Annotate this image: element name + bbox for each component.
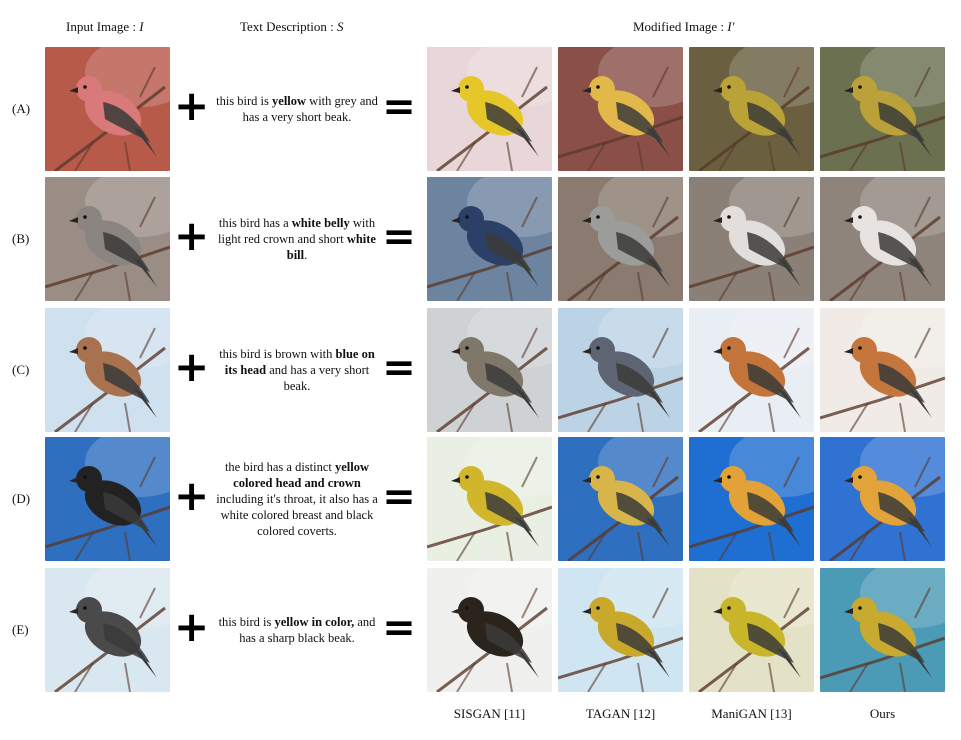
output-bird-photo-ours-b [820, 177, 945, 301]
input-bird-photo-e [45, 568, 170, 692]
row-label-c: (C) [12, 362, 38, 378]
header-modified-prefix: Modified Image : [633, 19, 727, 34]
equals-symbol-a: = [381, 87, 417, 127]
row-label-b: (B) [12, 231, 38, 247]
output-bird-photo-tagan-e [558, 568, 683, 692]
output-bird-photo-sisgan-c [427, 308, 552, 432]
text-description-c: this bird is brown with blue on its head… [212, 346, 382, 394]
header-modified-symbol: I′ [727, 19, 734, 34]
output-image-tagan-b [558, 177, 683, 301]
output-image-sisgan-c [427, 308, 552, 432]
output-image-ours-a [820, 47, 945, 171]
output-bird-photo-manigan-c [689, 308, 814, 432]
output-image-sisgan-d [427, 437, 552, 561]
desc-text: this bird is [219, 615, 275, 629]
output-image-tagan-a [558, 47, 683, 171]
text-description-d: the bird has a distinct yellow colored h… [212, 459, 382, 539]
output-image-ours-e [820, 568, 945, 692]
desc-emphasis: yellow [272, 94, 306, 108]
desc-text: this bird is [216, 94, 272, 108]
desc-emphasis: yellow in color, [274, 615, 354, 629]
input-image-a [45, 47, 170, 171]
text-description-b: this bird has a white belly with light r… [212, 215, 382, 263]
output-image-manigan-d [689, 437, 814, 561]
plus-symbol-a: + [174, 85, 208, 127]
method-label-tagan: TAGAN [12] [558, 706, 683, 722]
method-label-manigan: ManiGAN [13] [689, 706, 814, 722]
input-bird-photo-c [45, 308, 170, 432]
input-bird-photo-d [45, 437, 170, 561]
output-image-manigan-e [689, 568, 814, 692]
equals-symbol-e: = [381, 608, 417, 648]
output-image-ours-b [820, 177, 945, 301]
text-description-a: this bird is yellow with grey and has a … [212, 93, 382, 125]
text-description-e: this bird is yellow in color, and has a … [212, 614, 382, 646]
output-bird-photo-sisgan-a [427, 47, 552, 171]
output-bird-photo-tagan-a [558, 47, 683, 171]
output-bird-photo-tagan-b [558, 177, 683, 301]
output-image-tagan-c [558, 308, 683, 432]
desc-text: . [304, 248, 307, 262]
output-image-sisgan-e [427, 568, 552, 692]
plus-symbol-d: + [174, 475, 208, 517]
plus-symbol-e: + [174, 606, 208, 648]
header-text-description: Text Description : S [240, 19, 343, 35]
header-input-image: Input Image : I [66, 19, 144, 35]
output-image-tagan-d [558, 437, 683, 561]
output-image-ours-d [820, 437, 945, 561]
header-input-prefix: Input Image : [66, 19, 139, 34]
plus-symbol-b: + [174, 215, 208, 257]
output-bird-photo-ours-c [820, 308, 945, 432]
output-bird-photo-tagan-d [558, 437, 683, 561]
header-input-symbol: I [139, 19, 143, 34]
output-bird-photo-manigan-d [689, 437, 814, 561]
header-modified-image: Modified Image : I′ [633, 19, 734, 35]
input-image-e [45, 568, 170, 692]
output-image-manigan-b [689, 177, 814, 301]
row-label-a: (A) [12, 101, 38, 117]
plus-symbol-c: + [174, 346, 208, 388]
equals-symbol-b: = [381, 217, 417, 257]
desc-emphasis: white belly [292, 216, 350, 230]
output-bird-photo-manigan-b [689, 177, 814, 301]
output-bird-photo-manigan-e [689, 568, 814, 692]
output-image-ours-c [820, 308, 945, 432]
output-bird-photo-ours-a [820, 47, 945, 171]
output-image-tagan-e [558, 568, 683, 692]
desc-text: the bird has a distinct [225, 460, 335, 474]
desc-text: including it's throat, it also has a whi… [216, 492, 378, 538]
input-bird-photo-a [45, 47, 170, 171]
row-label-d: (D) [12, 491, 38, 507]
input-bird-photo-b [45, 177, 170, 301]
method-label-sisgan: SISGAN [11] [427, 706, 552, 722]
output-image-manigan-c [689, 308, 814, 432]
equals-symbol-d: = [381, 477, 417, 517]
desc-text: this bird has a [219, 216, 292, 230]
method-label-ours: Ours [820, 706, 945, 722]
output-bird-photo-ours-d [820, 437, 945, 561]
output-bird-photo-sisgan-e [427, 568, 552, 692]
output-image-sisgan-b [427, 177, 552, 301]
desc-text: this bird is brown with [219, 347, 335, 361]
row-label-e: (E) [12, 622, 38, 638]
output-bird-photo-tagan-c [558, 308, 683, 432]
header-text-prefix: Text Description : [240, 19, 337, 34]
desc-text: and has a very short beak. [266, 363, 369, 393]
output-image-sisgan-a [427, 47, 552, 171]
input-image-b [45, 177, 170, 301]
input-image-c [45, 308, 170, 432]
output-bird-photo-manigan-a [689, 47, 814, 171]
output-bird-photo-sisgan-b [427, 177, 552, 301]
output-image-manigan-a [689, 47, 814, 171]
header-text-symbol: S [337, 19, 344, 34]
equals-symbol-c: = [381, 348, 417, 388]
input-image-d [45, 437, 170, 561]
output-bird-photo-sisgan-d [427, 437, 552, 561]
output-bird-photo-ours-e [820, 568, 945, 692]
